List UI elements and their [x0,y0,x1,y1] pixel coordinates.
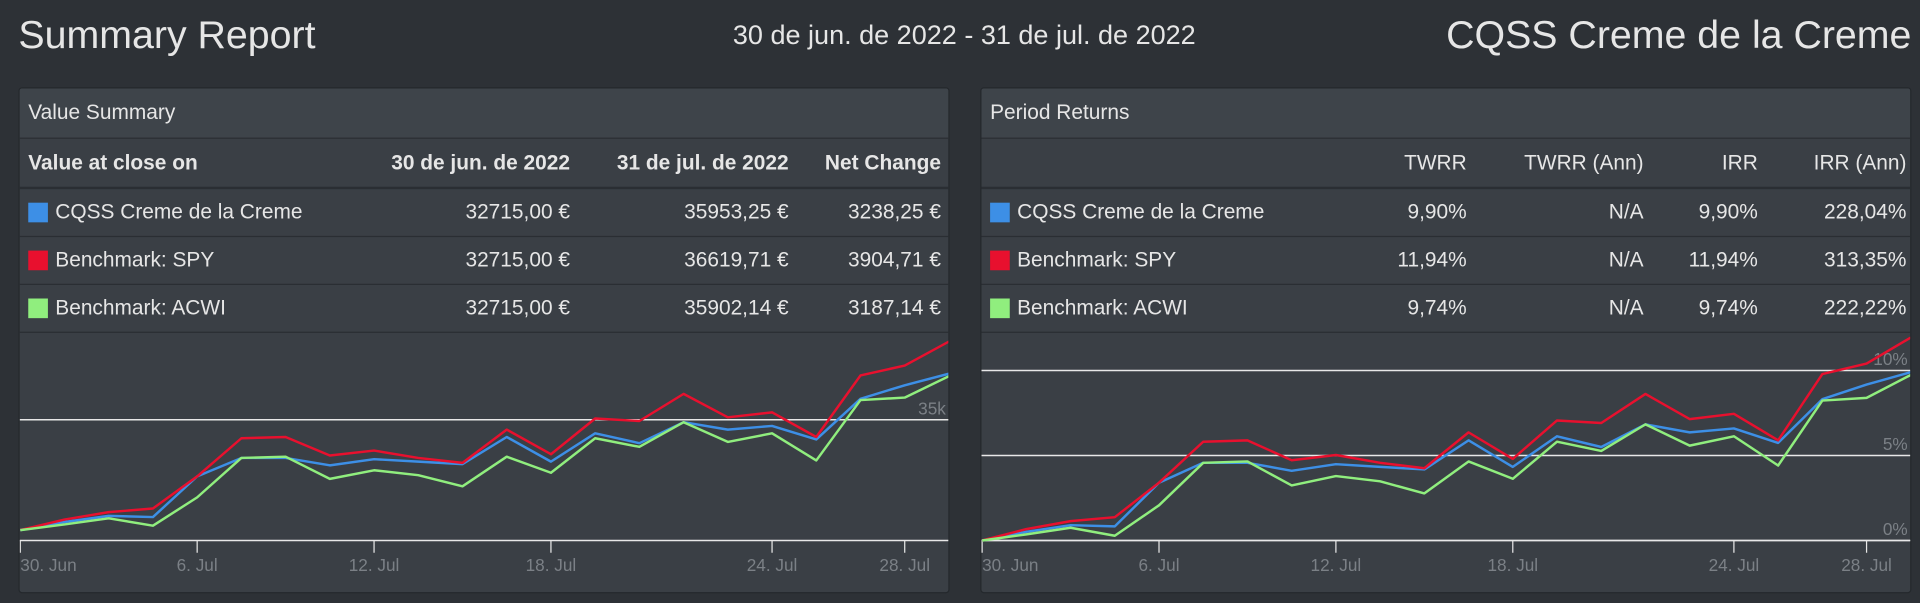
table-row: Benchmark: ACWI 9,74% N/A 9,74% 222,22% [981,285,1911,333]
x-tick-label: 18. Jul [526,555,577,575]
table-cell: 32715,00 € [465,296,570,320]
legend-swatch [990,202,1010,223]
table-cell: 3904,71 € [848,248,941,272]
x-tick-label: 24. Jul [1709,555,1760,575]
table-cell: 9,90% [1407,200,1467,224]
table-cell: N/A [1608,200,1644,224]
legend-swatch [28,202,48,223]
table-header: TWRR TWRR (Ann) IRR IRR (Ann) [981,139,1911,190]
y-tick-label: 5% [1883,434,1908,454]
table-row: Benchmark: SPY 11,94% N/A 11,94% 313,35% [981,237,1911,285]
panel-title: Period Returns [981,88,1911,139]
column-header: IRR (Ann) [1813,151,1907,175]
chart: 0% 5% 10% 30. Jun 6. Jul 12. Jul 18. Jul 24. Ju… [981,336,1911,575]
report-title: Summary Report [18,12,316,57]
table-cell: 35953,25 € [684,200,789,224]
value-summary-panel: Value Summary Value at close on 30 de jun… [18,87,950,594]
table-cell: 32715,00 € [465,200,570,224]
x-tick-label: 30. Jun [982,555,1038,575]
row-name-cell: Benchmark: SPY [990,237,1289,284]
table-cell: 32715,00 € [465,248,570,272]
row-name-cell: Benchmark: ACWI [28,285,351,332]
x-tick-label: 28. Jul [1841,555,1892,575]
series-line [981,373,1911,542]
y-tick-label: 10% [1873,349,1907,369]
series-line [981,371,1911,542]
row-name: CQSS Creme de la Creme [1017,200,1265,224]
row-name: Benchmark: ACWI [1017,296,1188,320]
x-tick-label: 24. Jul [747,555,798,575]
table-cell: 3187,14 € [848,296,941,320]
row-name-cell: CQSS Creme de la Creme [28,189,351,236]
table-cell: 11,94% [1688,248,1758,272]
x-tick-label: 12. Jul [1311,555,1362,575]
x-tick-label: 18. Jul [1487,555,1538,575]
series-line [20,375,949,532]
column-header: Net Change [824,151,941,175]
row-name-cell: CQSS Creme de la Creme [990,189,1289,236]
x-tick-label: 6. Jul [1138,555,1179,575]
x-tick-label: 12. Jul [349,555,400,575]
x-tick-label: 6. Jul [177,555,218,575]
x-tick-label: 30. Jun [20,555,76,575]
table-cell: 36619,71 € [684,248,789,272]
table-cell: N/A [1608,296,1644,320]
table-cell: 9,74% [1407,296,1467,320]
row-name-cell: Benchmark: SPY [28,237,351,284]
row-name: Benchmark: ACWI [55,296,226,320]
period-returns-panel: Period Returns TWRR TWRR (Ann) IRR IRR (Ann… [980,87,1912,594]
row-name: Benchmark: SPY [55,248,215,272]
table-row: Benchmark: SPY 32715,00 € 36619,71 € 3904,7… [19,237,949,285]
row-name-cell: Benchmark: ACWI [990,285,1289,332]
legend-swatch [28,298,48,319]
column-header: Value at close on [28,151,198,175]
legend-swatch [990,298,1010,319]
table-cell: 228,04% [1824,200,1907,224]
row-name: CQSS Creme de la Creme [55,200,303,224]
date-range: 30 de jun. de 2022 - 31 de jul. de 2022 [732,19,1196,51]
legend-swatch [990,250,1010,271]
table-row: CQSS Creme de la Creme 9,90% N/A 9,90% 228,0… [981,189,1911,238]
table-row: Benchmark: ACWI 32715,00 € 35902,14 € 3187,… [19,285,949,333]
series-line [981,336,1911,542]
table-cell: 9,74% [1698,296,1758,320]
header-spacer [990,139,1289,187]
chart: 35k 30. Jun 6. Jul 12. Jul 18. Jul 24. Jul 28.… [19,340,949,575]
column-header: 30 de jun. de 2022 [391,151,570,175]
column-header: TWRR [1404,151,1467,175]
table-cell: 35902,14 € [684,296,789,320]
table-cell: 9,90% [1698,200,1758,224]
column-header: 31 de jul. de 2022 [616,151,789,175]
x-tick-label: 28. Jul [879,555,930,575]
series-line [19,340,949,532]
legend-swatch [28,250,48,271]
series-line [20,372,949,532]
row-name: Benchmark: SPY [1017,248,1177,272]
y-tick-label: 0% [1883,519,1908,539]
portfolio-name: CQSS Creme de la Creme [1446,12,1912,57]
table-cell: 222,22% [1824,296,1907,320]
column-header: IRR [1721,151,1758,175]
column-header: TWRR (Ann) [1524,151,1644,175]
table-cell: 11,94% [1397,248,1467,272]
table-cell: 3238,25 € [848,200,941,224]
table-cell: N/A [1608,248,1644,272]
y-tick-label: 35k [918,398,946,418]
panel-title: Value Summary [19,88,949,139]
table-cell: 313,35% [1824,248,1907,272]
table-row: CQSS Creme de la Creme 32715,00 € 35953,25… [19,189,949,238]
table-header: Value at close on 30 de jun. de 2022 31 de… [19,139,949,190]
